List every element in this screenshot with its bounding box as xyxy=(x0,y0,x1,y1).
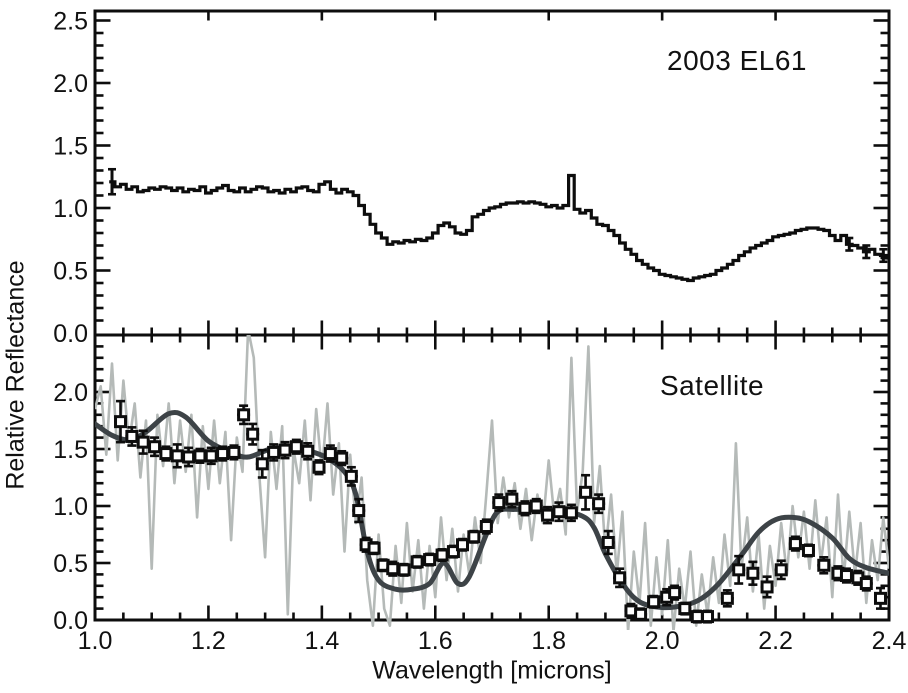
satellite-data-square xyxy=(701,610,715,624)
satellite-data-square xyxy=(227,445,241,459)
satellite-data-square xyxy=(335,451,349,465)
satellite-data-square xyxy=(289,440,303,454)
x-tick-label: 2.2 xyxy=(758,627,793,655)
satellite-raw-line xyxy=(95,335,889,630)
y-tick-label-bottom: 1.0 xyxy=(53,493,88,521)
satellite-data-square xyxy=(720,591,734,605)
satellite-data-square xyxy=(839,569,853,583)
satellite-data-square xyxy=(423,553,437,567)
x-tick-label: 1.6 xyxy=(418,627,453,655)
satellite-data-square xyxy=(204,449,218,463)
y-axis-title: Relative Reflectance xyxy=(1,260,30,490)
satellite-binned-points xyxy=(114,399,887,624)
satellite-data-square xyxy=(859,577,873,591)
satellite-data-square xyxy=(386,562,400,576)
satellite-data-square xyxy=(367,541,381,555)
y-tick-label-top: 1.5 xyxy=(53,133,88,161)
satellite-data-square xyxy=(668,586,682,600)
satellite-data-square xyxy=(690,610,704,624)
axes-frame xyxy=(93,9,891,622)
x-tick-label: 2.4 xyxy=(872,627,907,655)
el61-spectrum-group xyxy=(108,167,889,283)
y-tick-label-top: 0.0 xyxy=(53,320,88,348)
x-tick-label: 1.8 xyxy=(531,627,566,655)
satellite-data-square xyxy=(505,492,519,506)
outer-frame xyxy=(93,9,891,622)
y-tick-label-bottom: 2.0 xyxy=(53,379,88,407)
satellite-data-square xyxy=(492,496,506,510)
satellite-data-square xyxy=(801,543,815,557)
satellite-data-square xyxy=(267,445,281,459)
satellite-data-square xyxy=(564,506,578,520)
satellite-data-square xyxy=(344,469,358,483)
satellite-data-square xyxy=(352,504,366,518)
satellite-data-square xyxy=(746,566,760,580)
satellite-data-square xyxy=(774,563,788,577)
y-tick-label-bottom: 0.5 xyxy=(53,550,88,578)
satellite-data-square xyxy=(125,429,139,443)
satellite-data-square xyxy=(817,558,831,572)
satellite-data-square xyxy=(678,602,692,616)
satellite-data-square xyxy=(634,607,648,621)
satellite-data-square xyxy=(760,580,774,594)
el61-spectrum-line xyxy=(109,173,889,283)
y-tick-label-bottom: 1.5 xyxy=(53,436,88,464)
satellite-data-square xyxy=(312,460,326,474)
satellite-data-square xyxy=(237,408,251,422)
top-panel-label: 2003 EL61 xyxy=(667,45,807,76)
y-tick-label-top: 2.0 xyxy=(53,70,88,98)
satellite-data-square xyxy=(467,530,481,544)
satellite-data-square xyxy=(410,555,424,569)
satellite-data-square xyxy=(193,449,207,463)
satellite-data-square xyxy=(456,538,470,552)
satellite-data-square xyxy=(613,571,627,585)
satellite-data-square xyxy=(479,520,493,534)
satellite-data-square xyxy=(552,505,566,519)
y-tick-label-top: 2.5 xyxy=(53,8,88,36)
satellite-data-square xyxy=(435,548,449,562)
y-tick-label-bottom: 0.0 xyxy=(53,607,88,635)
satellite-data-square xyxy=(397,563,411,577)
satellite-data-square xyxy=(246,427,260,441)
satellite-data-square xyxy=(529,499,543,513)
x-tick-label: 2.0 xyxy=(645,627,680,655)
satellite-data-square xyxy=(592,497,606,511)
satellite-data-square xyxy=(255,457,269,471)
satellite-data-square xyxy=(647,595,661,609)
satellite-data-square xyxy=(518,501,532,515)
satellite-data-square xyxy=(301,444,315,458)
satellite-data-square xyxy=(873,591,887,605)
satellite-data-square xyxy=(541,508,555,522)
satellite-data-square xyxy=(159,447,173,461)
satellite-group xyxy=(95,335,889,630)
satellite-data-square xyxy=(278,443,292,457)
satellite-data-square xyxy=(216,447,230,461)
satellite-data-square xyxy=(579,485,593,499)
satellite-data-square xyxy=(114,415,128,429)
y-tick-label-top: 1.0 xyxy=(53,195,88,223)
satellite-data-square xyxy=(788,537,802,551)
tick-labels: 0.0 0.5 1.0 1.5 2.0 2.5 0.0 0.5 1.0 1.5 2.0 1.0 1.2 1… xyxy=(53,8,906,656)
satellite-data-square xyxy=(601,535,615,549)
satellite-data-square xyxy=(148,440,162,454)
satellite-data-square xyxy=(182,450,196,464)
satellite-data-square xyxy=(170,449,184,463)
bottom-panel-label: Satellite xyxy=(659,370,765,401)
satellite-data-square xyxy=(136,435,150,449)
x-tick-label: 1.2 xyxy=(191,627,226,655)
x-axis-title: Wavelength [microns] xyxy=(372,656,612,685)
y-tick-label-top: 0.5 xyxy=(53,258,88,286)
x-tick-label: 1.0 xyxy=(78,627,113,655)
satellite-data-square xyxy=(732,563,746,577)
x-tick-label: 1.4 xyxy=(304,627,339,655)
satellite-data-square xyxy=(323,447,337,461)
